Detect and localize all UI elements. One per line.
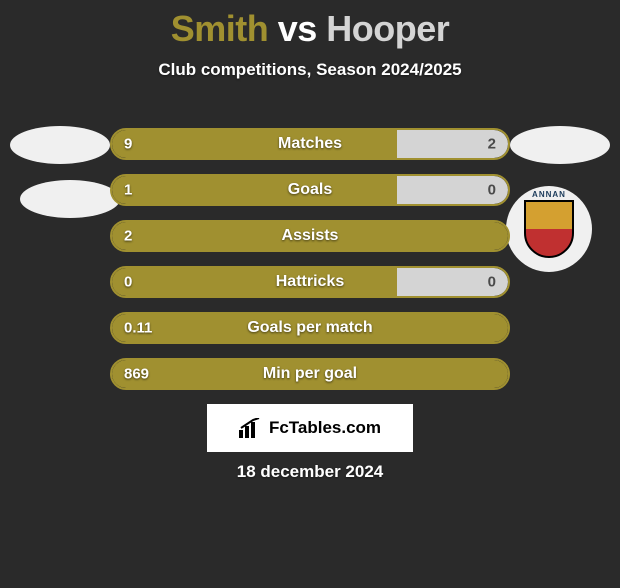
brand-chart-icon bbox=[239, 418, 263, 438]
stat-row: 2Assists bbox=[110, 220, 510, 252]
vs-text: vs bbox=[278, 8, 317, 49]
stat-row: 9Matches2 bbox=[110, 128, 510, 160]
brand-text: FcTables.com bbox=[269, 418, 381, 438]
badge-club-name: ANNAN bbox=[506, 190, 592, 199]
stats-container: 9Matches21Goals02Assists0Hattricks00.11G… bbox=[110, 128, 510, 404]
player2-avatar-placeholder bbox=[510, 126, 610, 164]
stat-label: Hattricks bbox=[112, 273, 508, 291]
stat-label: Assists bbox=[112, 227, 508, 245]
player2-club-badge: ANNAN bbox=[506, 186, 592, 272]
stat-label: Matches bbox=[112, 135, 508, 153]
stat-row: 1Goals0 bbox=[110, 174, 510, 206]
stat-value-right: 0 bbox=[488, 182, 496, 199]
stat-label: Goals bbox=[112, 181, 508, 199]
player2-name: Hooper bbox=[326, 8, 449, 49]
stat-value-right: 2 bbox=[488, 136, 496, 153]
player1-avatar-placeholder bbox=[10, 126, 110, 164]
stat-label: Min per goal bbox=[112, 365, 508, 383]
stat-row: 0.11Goals per match bbox=[110, 312, 510, 344]
player1-name: Smith bbox=[171, 8, 269, 49]
stat-label: Goals per match bbox=[112, 319, 508, 337]
date-text: 18 december 2024 bbox=[0, 462, 620, 482]
stat-row: 869Min per goal bbox=[110, 358, 510, 390]
stat-row: 0Hattricks0 bbox=[110, 266, 510, 298]
brand-box: FcTables.com bbox=[207, 404, 413, 452]
player1-club-placeholder bbox=[20, 180, 120, 218]
subtitle: Club competitions, Season 2024/2025 bbox=[0, 60, 620, 80]
stat-value-right: 0 bbox=[488, 274, 496, 291]
comparison-title: Smith vs Hooper bbox=[0, 8, 620, 50]
badge-shield-icon bbox=[524, 200, 574, 258]
